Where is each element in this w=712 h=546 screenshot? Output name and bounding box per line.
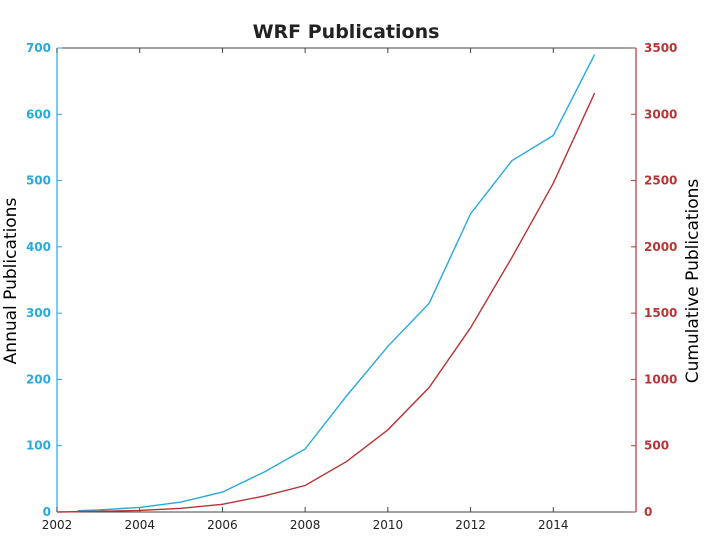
y-right-tick-label: 3000 (644, 107, 677, 121)
y-left-tick-label: 700 (26, 41, 51, 55)
y-left-tick-label: 500 (26, 174, 51, 188)
y-left-tick-label: 100 (26, 439, 51, 453)
x-tick-label: 2012 (455, 518, 486, 532)
y-right-tick-label: 500 (644, 439, 669, 453)
y-left-label: Annual Publications (1, 198, 21, 365)
y-right-label: Cumulative Publications (683, 179, 703, 384)
y-left-tick-label: 300 (26, 306, 51, 320)
y-right-tick-label: 1500 (644, 306, 677, 320)
y-right-tick-label: 2500 (644, 174, 677, 188)
y-left-tick-label: 400 (26, 240, 51, 254)
y-left-tick-label: 600 (26, 107, 51, 121)
y-right-tick-label: 3500 (644, 41, 677, 55)
chart-title: WRF Publications (253, 21, 440, 43)
axes: 2002 2004 2006 2008 2010 2012 2014 0 100 200 300 40… (26, 41, 677, 532)
y-left-tick-label: 0 (43, 505, 51, 519)
y-left-tick-label: 200 (26, 372, 51, 386)
x-tick-label: 2014 (538, 518, 569, 532)
x-tick-label: 2002 (42, 518, 73, 532)
x-tick-label: 2004 (124, 518, 155, 532)
x-tick-label: 2010 (373, 518, 404, 532)
cumulative-publications-line (56, 92, 596, 513)
annual-publications-line (77, 54, 596, 512)
y-right-tick-label: 2000 (644, 240, 677, 254)
y-right-tick-label: 1000 (644, 372, 677, 386)
x-tick-label: 2006 (207, 518, 238, 532)
x-tick-label: 2008 (290, 518, 321, 532)
series-lines (56, 54, 596, 513)
y-right-tick-label: 0 (644, 505, 652, 519)
